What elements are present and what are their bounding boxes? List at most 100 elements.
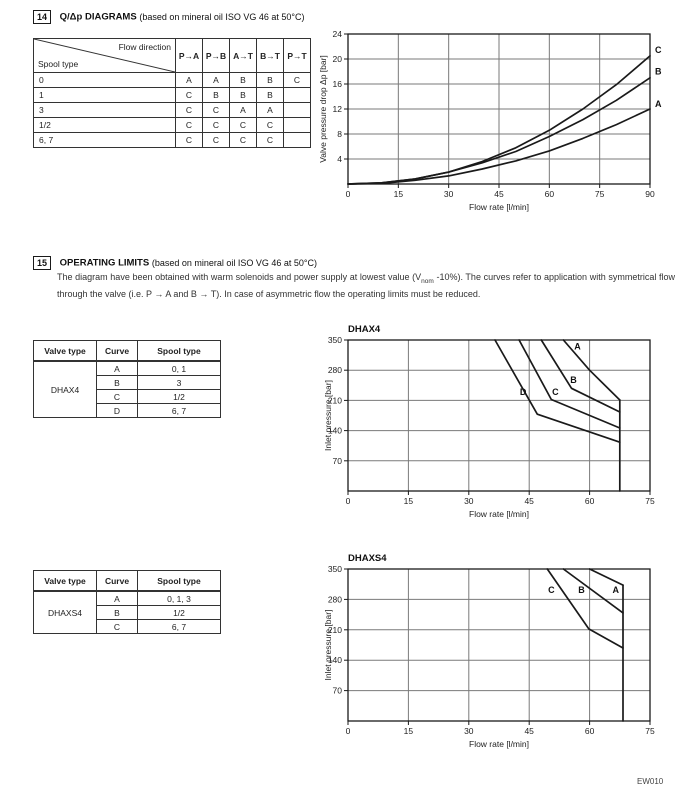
curve-A bbox=[588, 568, 624, 586]
x-tick-label: 75 bbox=[645, 726, 655, 736]
header-spool-type: Spool type bbox=[137, 570, 221, 592]
x-tick-label: 0 bbox=[346, 726, 351, 736]
x-tick-label: 45 bbox=[494, 189, 504, 199]
operating-limits-paragraph: The diagram have been obtained with warm… bbox=[57, 271, 675, 301]
x-tick-label: 30 bbox=[464, 726, 474, 736]
section-14-number-box: 14 bbox=[33, 10, 52, 24]
x-tick-label: 60 bbox=[585, 496, 595, 506]
y-tick-label: 210 bbox=[328, 395, 342, 405]
limits-table-row: DHAXS4 A 0, 1, 3 bbox=[33, 590, 221, 634]
document-code: EW010 bbox=[637, 777, 664, 786]
x-tick-label: 30 bbox=[464, 496, 474, 506]
curve-cell: B bbox=[96, 605, 138, 620]
flow-curve-cell: C bbox=[283, 72, 311, 88]
flow-curve-cell: A bbox=[202, 72, 230, 88]
limits-table-row: C 6, 7 bbox=[34, 619, 221, 634]
flow-curve-cell bbox=[283, 132, 311, 148]
y-axis-label: Inlet pressure [bar] bbox=[323, 610, 333, 681]
valve-type-cell: DHAXS4 bbox=[33, 590, 97, 634]
paragraph-text-end: -10%). The curves refer to application w… bbox=[57, 272, 675, 299]
curve-label-C: C bbox=[655, 45, 662, 55]
flow-curve-cell: C bbox=[229, 117, 257, 133]
curve-label-A: A bbox=[574, 341, 581, 351]
section-14-subtitle: (based on mineral oil ISO VG 46 at 50°C) bbox=[139, 12, 305, 22]
y-tick-label: 140 bbox=[328, 426, 342, 436]
header-spool-type: Spool type bbox=[137, 340, 221, 362]
curve-label-B: B bbox=[570, 375, 577, 385]
flow-curve-cell: B bbox=[256, 87, 284, 103]
chart-title: DHAX4 bbox=[348, 324, 381, 335]
spool-type-cell: 6, 7 bbox=[137, 619, 221, 634]
y-tick-label: 20 bbox=[333, 54, 343, 64]
flow-curve-cell: C bbox=[256, 132, 284, 148]
flow-curve-cell: C bbox=[229, 132, 257, 148]
flow-curve-cell bbox=[283, 117, 311, 133]
flow-curve-cell: A bbox=[229, 102, 257, 118]
col-header-b-t: B→T bbox=[256, 38, 284, 73]
col-header-p-t: P→T bbox=[283, 38, 311, 73]
flow-curve-cell: C bbox=[175, 117, 203, 133]
spool-type-cell: 6, 7 bbox=[137, 403, 221, 418]
flow-curve-cell: C bbox=[202, 117, 230, 133]
limits-table-body-0: DHAX4 A 0, 1 B 3 C 1/2 D 6, 7 bbox=[33, 360, 221, 418]
col-header-p-b: P→B bbox=[202, 38, 230, 73]
y-tick-label: 280 bbox=[328, 365, 342, 375]
flow-curve-cell: C bbox=[175, 132, 203, 148]
x-tick-label: 90 bbox=[645, 189, 655, 199]
flow-curve-cell: C bbox=[175, 87, 203, 103]
curve-C bbox=[347, 55, 651, 185]
curve-label-C: C bbox=[552, 387, 559, 397]
y-tick-label: 280 bbox=[328, 594, 342, 604]
section-14-title: Q/Δp DIAGRAMS bbox=[59, 11, 137, 23]
qdp-chart-svg: 0 15 30 45 60 75 90 4 8 12 16 20 24 A B C Flow rate [l/m… bbox=[318, 29, 662, 212]
spool-type-cell: 1/2 bbox=[137, 605, 221, 620]
curve-B bbox=[540, 339, 621, 413]
y-tick-label: 16 bbox=[333, 79, 343, 89]
curve-label-A: A bbox=[655, 99, 662, 109]
dhax4-chart-svg: 0 15 30 45 60 75 70 140 210 280 350 A B C D DHAX4 Flow r… bbox=[323, 324, 655, 519]
x-tick-label: 15 bbox=[404, 496, 414, 506]
plot-border bbox=[347, 568, 651, 722]
flow-curve-cell bbox=[283, 102, 311, 118]
header-valve-type: Valve type bbox=[33, 570, 97, 592]
spool-type-cell: 0, 1 bbox=[137, 360, 221, 376]
corner-label-flow-direction: Flow direction bbox=[118, 42, 171, 52]
header-curve: Curve bbox=[96, 570, 138, 592]
curve-label-A: A bbox=[613, 585, 620, 595]
x-tick-label: 0 bbox=[346, 496, 351, 506]
flow-curve-cell: B bbox=[229, 87, 257, 103]
paragraph-text-start: The diagram have been obtained with warm… bbox=[57, 272, 422, 282]
curve-D bbox=[494, 339, 621, 444]
limits-table-row: DHAX4 A 0, 1 bbox=[33, 360, 221, 418]
curve-A bbox=[562, 339, 621, 401]
qdp-diagram-chart: 0 15 30 45 60 75 90 4 8 12 16 20 24 A B C Flow rate [l/m… bbox=[318, 22, 690, 222]
flow-direction-table: Flow direction Spool type P→A P→B A→T B→… bbox=[33, 38, 311, 148]
flow-curve-cell: B bbox=[229, 72, 257, 88]
x-axis-label: Flow rate [l/min] bbox=[469, 202, 529, 212]
y-axis-label: Inlet pressure [bar] bbox=[323, 380, 333, 451]
flow-table-header-row: Flow direction Spool type P→A P→B A→T B→… bbox=[33, 38, 311, 73]
curve-B bbox=[562, 568, 624, 614]
y-tick-label: 8 bbox=[337, 129, 342, 139]
y-tick-label: 350 bbox=[328, 335, 342, 345]
spool-type-cell: 6, 7 bbox=[33, 132, 176, 148]
x-tick-label: 15 bbox=[404, 726, 414, 736]
curve-cell: D bbox=[96, 403, 138, 418]
spool-type-cell: 1/2 bbox=[137, 389, 221, 404]
curve-label-D: D bbox=[520, 387, 527, 397]
y-tick-label: 140 bbox=[328, 655, 342, 665]
curve-label-B: B bbox=[578, 585, 585, 595]
curve-C bbox=[546, 568, 624, 649]
x-tick-label: 30 bbox=[444, 189, 454, 199]
flow-table-corner-cell: Flow direction Spool type bbox=[33, 38, 176, 73]
spool-type-cell: 0, 1, 3 bbox=[137, 590, 221, 606]
curve-label-B: B bbox=[655, 67, 662, 77]
spool-type-cell: 0 bbox=[33, 72, 176, 88]
flow-curve-cell: A bbox=[256, 102, 284, 118]
